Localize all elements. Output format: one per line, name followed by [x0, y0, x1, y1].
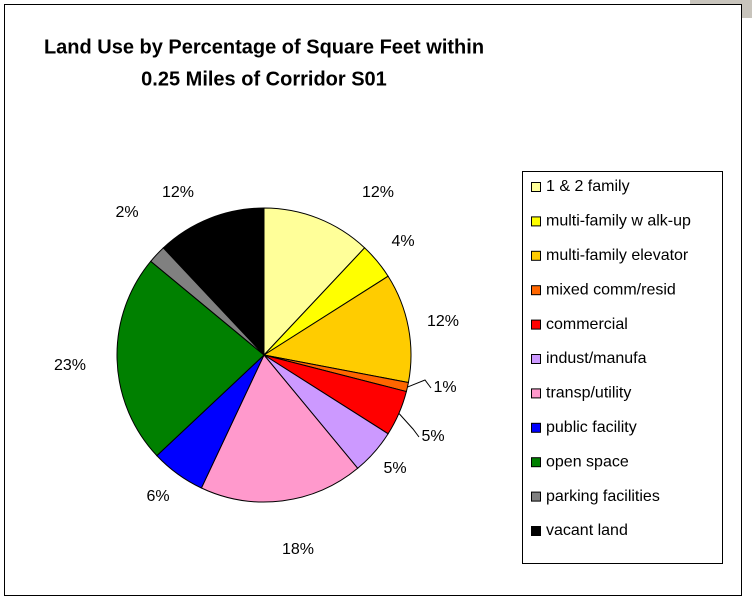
legend-swatch	[532, 183, 541, 192]
legend-label: mixed comm/resid	[546, 281, 676, 298]
legend-label: multi-family elevator	[546, 247, 689, 264]
data-label: 23%	[54, 357, 86, 374]
legend-label: multi-family w alk-up	[546, 213, 691, 230]
data-label: 6%	[146, 488, 169, 505]
legend-swatch	[532, 286, 541, 295]
data-label: 4%	[391, 233, 414, 250]
data-label: 5%	[421, 428, 444, 445]
legend-swatch	[532, 389, 541, 398]
legend-label: parking facilities	[546, 488, 660, 505]
data-label: 12%	[362, 184, 394, 201]
legend-label: indust/manufa	[546, 350, 647, 367]
legend-swatch	[532, 527, 541, 536]
legend-label: vacant land	[546, 522, 628, 539]
chart-title: 0.25 Miles of Corridor S01	[141, 68, 387, 90]
data-label: 18%	[282, 541, 314, 558]
legend-swatch	[532, 320, 541, 329]
legend-label: public facility	[546, 419, 637, 436]
data-label: 12%	[162, 184, 194, 201]
legend-swatch	[532, 492, 541, 501]
legend-swatch	[532, 251, 541, 260]
data-label: 1%	[433, 379, 456, 396]
legend-label: 1 & 2 family	[546, 178, 630, 195]
legend-swatch	[532, 355, 541, 364]
chart: Land Use by Percentage of Square Feet wi…	[0, 0, 752, 598]
legend-label: open space	[546, 453, 629, 470]
legend-swatch	[532, 217, 541, 226]
legend-label: transp/utility	[546, 385, 631, 402]
data-label: 12%	[427, 313, 459, 330]
chart-title: Land Use by Percentage of Square Feet wi…	[44, 36, 484, 58]
data-label: 2%	[115, 204, 138, 221]
data-label: 5%	[383, 460, 406, 477]
legend-label: commercial	[546, 316, 628, 333]
legend-swatch	[532, 423, 541, 432]
legend-swatch	[532, 458, 541, 467]
